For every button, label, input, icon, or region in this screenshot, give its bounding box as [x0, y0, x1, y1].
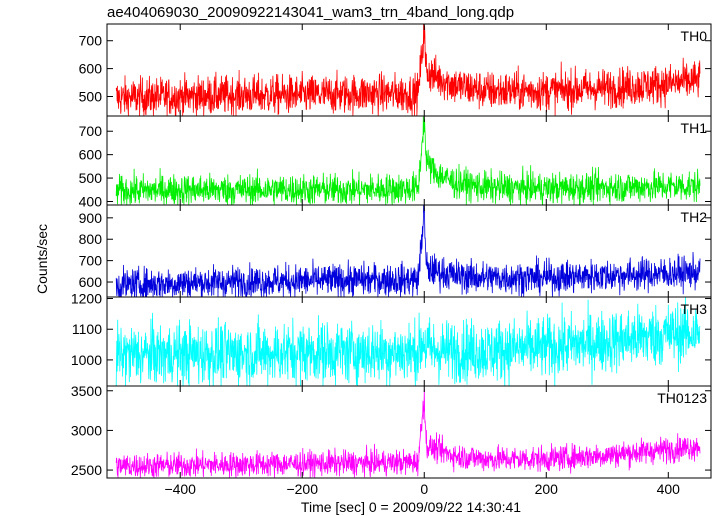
series-line-th0 — [115, 24, 701, 116]
panel-label: TH2 — [681, 209, 708, 225]
panel-label: TH0123 — [657, 390, 707, 406]
x-tick-label: 0 — [420, 481, 428, 497]
y-tick-label: 500 — [79, 170, 103, 186]
series-line-th1 — [115, 116, 701, 205]
y-tick-label: 1200 — [71, 291, 102, 307]
panel-th3: 1000 1100 1200 TH3 — [71, 291, 712, 387]
panel-th0: 500 600 700 TH0 — [79, 23, 712, 117]
panel-th1: 400 500 600 700 TH1 — [79, 115, 712, 209]
y-tick-label: 2500 — [71, 462, 102, 478]
series-line-th3 — [115, 297, 701, 386]
y-tick-label: 600 — [79, 147, 103, 163]
y-tick-label: 3500 — [71, 383, 102, 399]
x-axis-ticks: −400 −200 0 200 400 — [164, 481, 680, 497]
x-tick-label: −200 — [286, 481, 318, 497]
panel-label: TH0 — [681, 28, 708, 44]
y-tick-label: 600 — [79, 274, 103, 290]
panel-label: TH1 — [681, 120, 708, 136]
y-tick-label: 700 — [79, 123, 103, 139]
panels: 500 600 700 TH0 400 500 600 700 TH1 600 700 800 900 T… — [71, 23, 712, 479]
y-tick-label: 1100 — [72, 321, 102, 337]
y-tick-label: 700 — [79, 33, 103, 49]
panel-th2: 600 700 800 900 TH2 — [79, 204, 712, 298]
y-tick-label: 900 — [79, 210, 103, 226]
y-tick-label: 3000 — [71, 422, 102, 438]
x-axis-label: Time [sec] 0 = 2009/09/22 14:30:41 — [301, 499, 521, 515]
y-tick-label: 600 — [79, 61, 103, 77]
y-tick-label: 1000 — [71, 352, 102, 368]
y-axis-label: Counts/sec — [34, 224, 50, 294]
panel-label: TH3 — [681, 301, 708, 317]
y-tick-label: 400 — [79, 193, 103, 209]
x-tick-label: −400 — [164, 481, 196, 497]
series-line-th0123 — [115, 389, 701, 478]
y-tick-label: 500 — [79, 88, 103, 104]
panel-th0123: 2500 3000 3500 TH0123 — [71, 383, 712, 479]
y-tick-label: 700 — [79, 253, 103, 269]
panel-frame — [106, 385, 712, 479]
x-tick-label: 200 — [535, 481, 559, 497]
chart-title: ae404069030_20090922143041_wam3_trn_4ban… — [107, 4, 514, 21]
series-line-th2 — [115, 205, 701, 297]
y-tick-label: 800 — [79, 231, 103, 247]
x-tick-label: 400 — [657, 481, 681, 497]
